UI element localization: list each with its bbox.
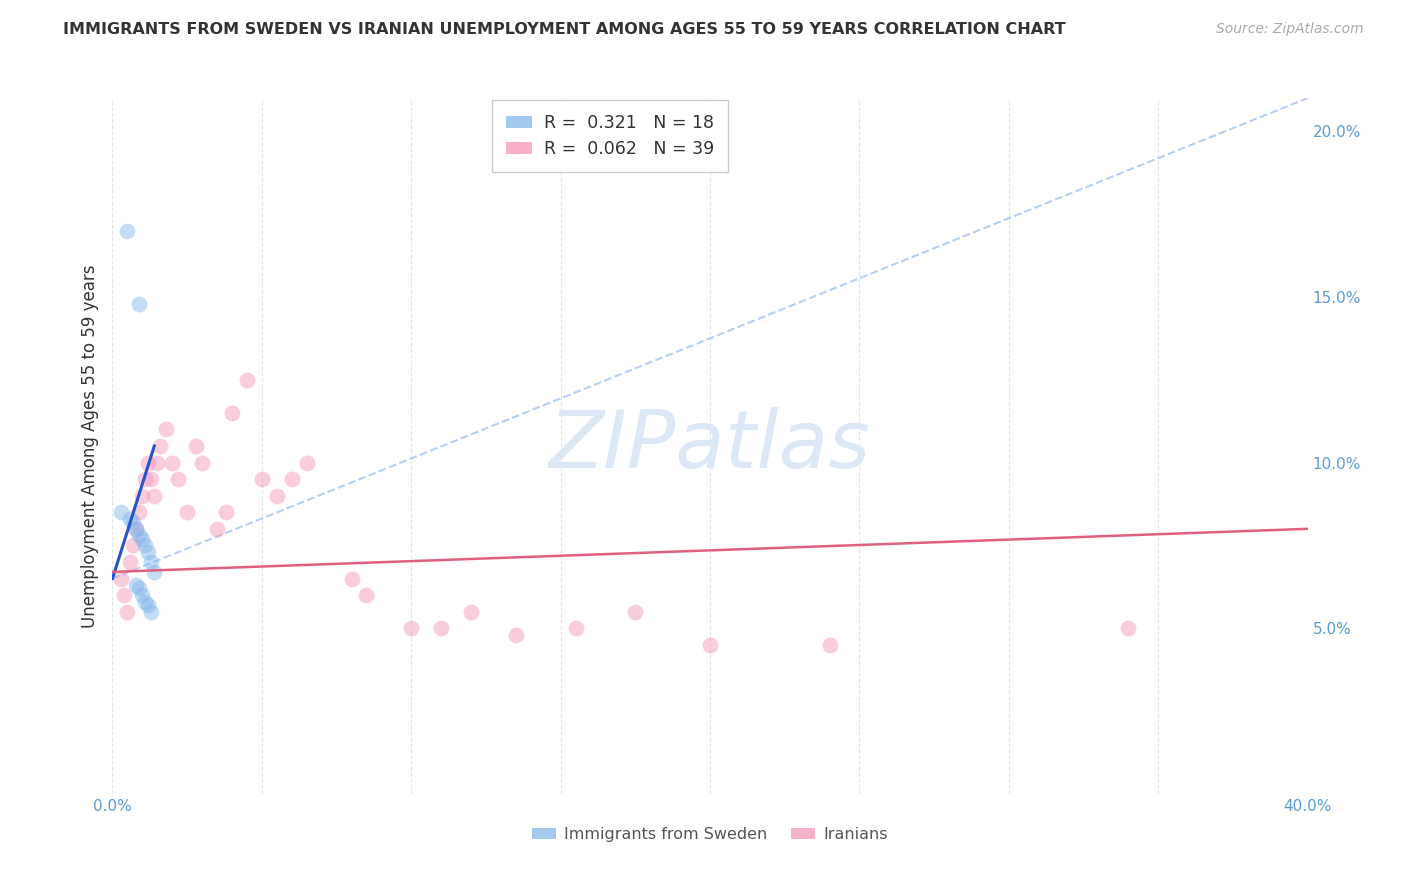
Y-axis label: Unemployment Among Ages 55 to 59 years: Unemployment Among Ages 55 to 59 years bbox=[80, 264, 98, 628]
Point bbox=[141, 605, 163, 619]
Point bbox=[128, 582, 150, 596]
Text: ZIPatlas: ZIPatlas bbox=[548, 407, 872, 485]
Point bbox=[167, 472, 190, 486]
Point bbox=[143, 565, 166, 579]
Point bbox=[120, 512, 142, 526]
Point bbox=[110, 572, 132, 586]
Point bbox=[120, 555, 142, 569]
Point bbox=[128, 505, 150, 519]
Point bbox=[460, 605, 482, 619]
Point bbox=[236, 373, 259, 387]
Point bbox=[186, 439, 208, 453]
Point bbox=[131, 588, 153, 602]
Point bbox=[117, 605, 139, 619]
Point bbox=[356, 588, 378, 602]
Point bbox=[818, 638, 841, 652]
Point bbox=[138, 456, 160, 470]
Point bbox=[141, 472, 163, 486]
Point bbox=[122, 538, 145, 552]
Point bbox=[176, 505, 198, 519]
Point bbox=[125, 522, 148, 536]
Point bbox=[401, 621, 423, 635]
Point bbox=[250, 472, 273, 486]
Point bbox=[143, 489, 166, 503]
Point bbox=[125, 578, 148, 592]
Point bbox=[1118, 621, 1140, 635]
Point bbox=[430, 621, 453, 635]
Point bbox=[131, 489, 153, 503]
Point bbox=[128, 296, 150, 310]
Point bbox=[125, 522, 148, 536]
Text: IMMIGRANTS FROM SWEDEN VS IRANIAN UNEMPLOYMENT AMONG AGES 55 TO 59 YEARS CORRELA: IMMIGRANTS FROM SWEDEN VS IRANIAN UNEMPL… bbox=[63, 22, 1066, 37]
Point bbox=[564, 621, 586, 635]
Point bbox=[221, 406, 243, 420]
Point bbox=[110, 505, 132, 519]
Point bbox=[122, 515, 145, 529]
Point bbox=[138, 598, 160, 612]
Point bbox=[134, 538, 156, 552]
Point bbox=[114, 588, 135, 602]
Point bbox=[162, 456, 183, 470]
Point bbox=[295, 456, 318, 470]
Point bbox=[215, 505, 238, 519]
Point bbox=[205, 522, 228, 536]
Point bbox=[117, 224, 139, 238]
Point bbox=[281, 472, 304, 486]
Point bbox=[128, 528, 150, 542]
Point bbox=[134, 595, 156, 609]
Point bbox=[131, 532, 153, 546]
Point bbox=[699, 638, 721, 652]
Text: Source: ZipAtlas.com: Source: ZipAtlas.com bbox=[1216, 22, 1364, 37]
Point bbox=[141, 555, 163, 569]
Point bbox=[138, 545, 160, 559]
Point bbox=[340, 572, 363, 586]
Point bbox=[149, 439, 172, 453]
Point bbox=[146, 456, 169, 470]
Point bbox=[505, 628, 527, 642]
Legend: Immigrants from Sweden, Iranians: Immigrants from Sweden, Iranians bbox=[526, 821, 894, 848]
Point bbox=[624, 605, 647, 619]
Point bbox=[191, 456, 214, 470]
Point bbox=[266, 489, 288, 503]
Point bbox=[134, 472, 156, 486]
Point bbox=[155, 422, 177, 436]
